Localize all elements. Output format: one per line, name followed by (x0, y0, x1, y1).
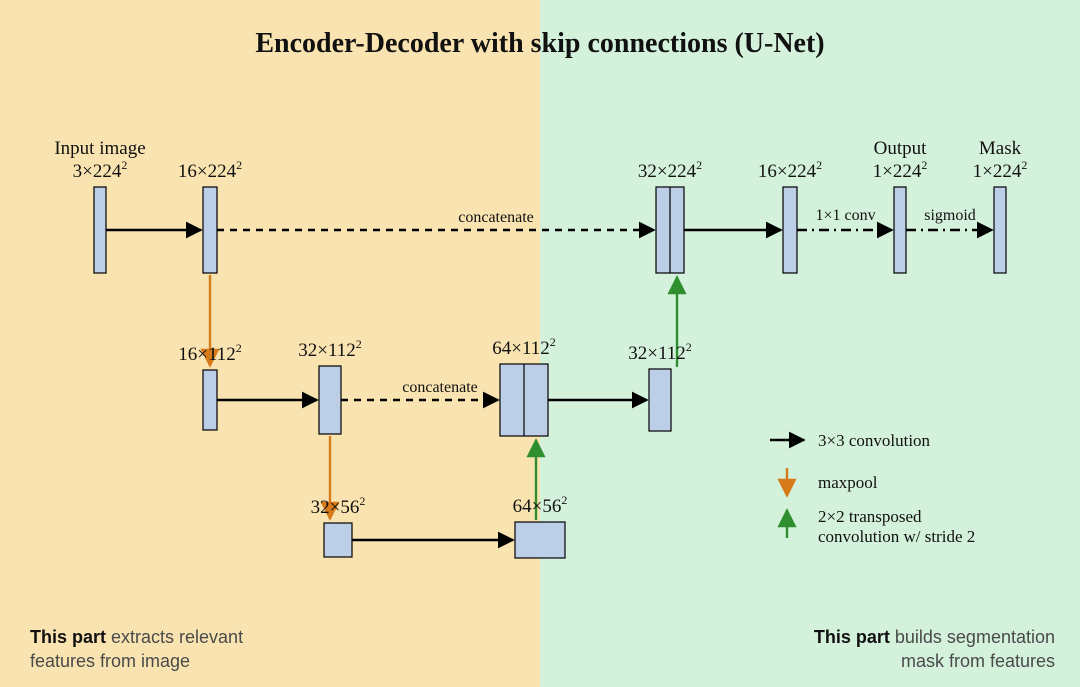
label-in: 3×2242 (73, 158, 128, 182)
block-e1 (203, 187, 217, 273)
block-out (894, 187, 906, 273)
label-e2: 16×1122 (178, 341, 242, 365)
label-mask: 1×2242 (973, 158, 1028, 182)
label-e3: 32×1122 (298, 337, 362, 361)
block-mask (994, 187, 1006, 273)
label-d3cat: 64×1122 (492, 335, 556, 359)
block-in (94, 187, 106, 273)
label-sigmoid: sigmoid (924, 207, 976, 224)
title-out: Output (874, 138, 928, 159)
label-b: 64×562 (513, 493, 568, 517)
unet-diagram: 3×2242Input image 16×2242 16×1122 32×1122 32… (0, 0, 1080, 687)
label-d3: 32×1122 (628, 340, 692, 364)
label-d1: 16×2242 (758, 158, 822, 182)
legend-label-pool: maxpool (818, 473, 878, 492)
legend-label2-up: convolution w/ stride 2 (818, 527, 975, 546)
legend-label-conv: 3×3 convolution (818, 431, 931, 450)
block-d3 (649, 369, 671, 431)
block-d1 (783, 187, 797, 273)
block-b (515, 522, 565, 558)
title-mask: Mask (979, 138, 1022, 159)
label-concat: concatenate (402, 379, 478, 396)
block-e3 (319, 366, 341, 434)
label-d1cat: 32×2242 (638, 158, 702, 182)
block-e2 (203, 370, 217, 430)
block-e4 (324, 523, 352, 557)
legend-label-up: 2×2 transposed (818, 507, 922, 526)
title-in: Input image (54, 138, 145, 159)
label-e1: 16×2242 (178, 158, 242, 182)
label-conv1x1: 1×1 conv (815, 207, 875, 224)
label-e4: 32×562 (311, 494, 366, 518)
label-out: 1×2242 (873, 158, 928, 182)
label-concat: concatenate (458, 209, 534, 226)
